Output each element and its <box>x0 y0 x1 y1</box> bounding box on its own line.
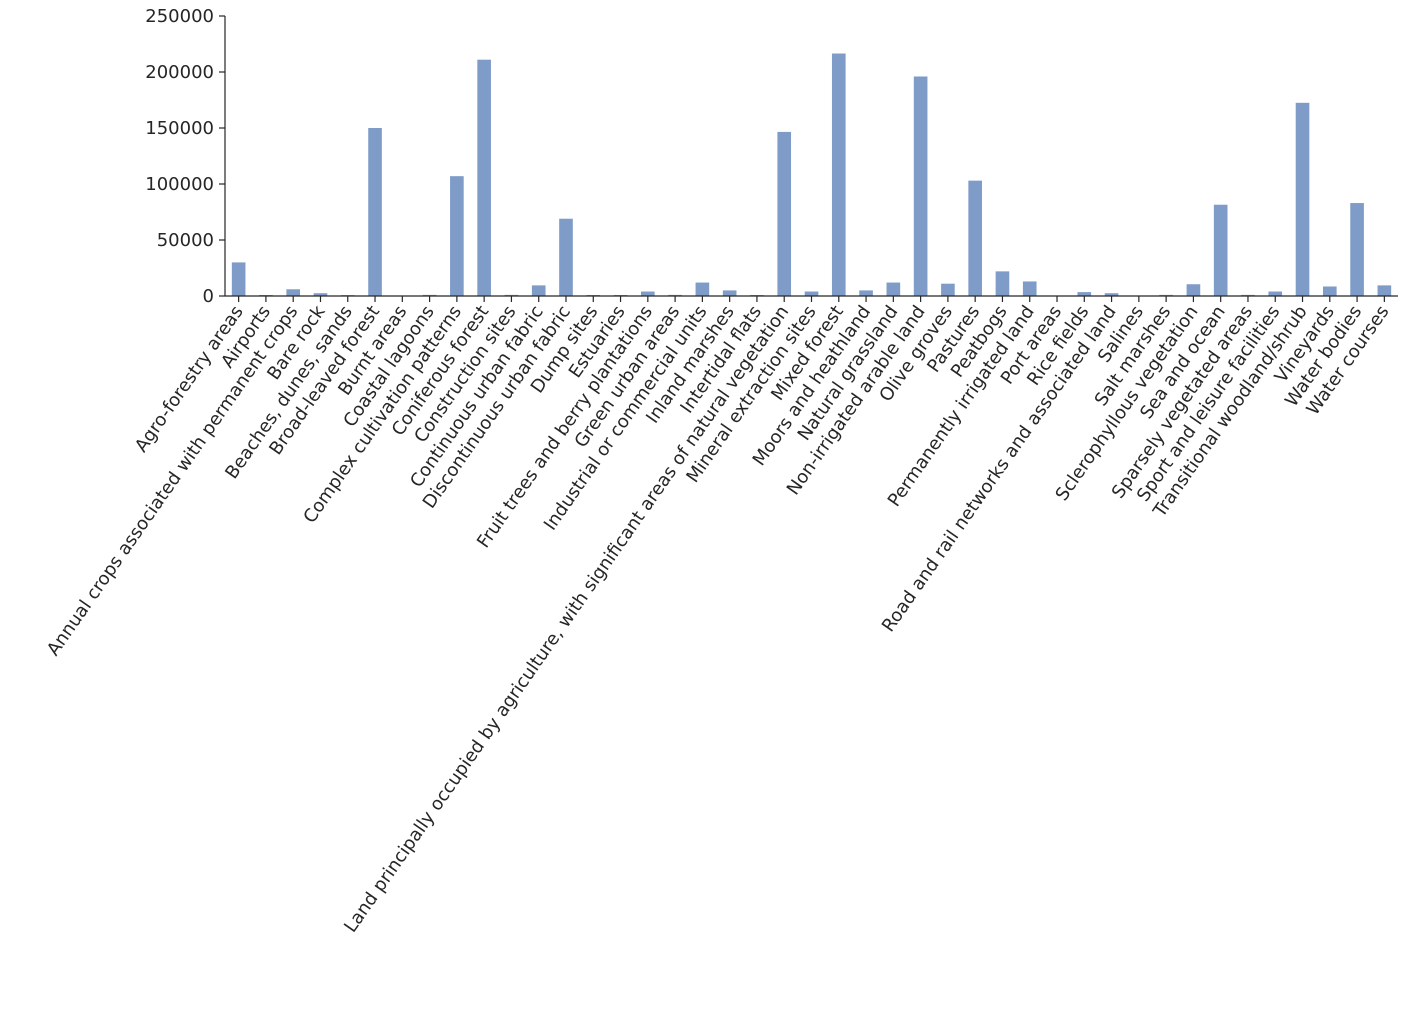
bar <box>1186 284 1201 296</box>
bar <box>1322 286 1337 296</box>
bar <box>804 291 819 296</box>
bar <box>695 282 710 296</box>
bars-group <box>231 53 1392 297</box>
bar <box>1268 291 1283 296</box>
y-tick-label: 50000 <box>157 230 214 251</box>
bar <box>777 131 792 296</box>
y-tick-label: 100000 <box>145 174 214 195</box>
bar <box>531 285 546 296</box>
bar <box>1104 293 1119 296</box>
bar <box>559 218 573 296</box>
bar <box>231 262 246 296</box>
bar <box>1350 203 1364 296</box>
x-tick-label: Annual crops associated with permanent c… <box>43 302 302 660</box>
bar <box>831 53 846 296</box>
bar <box>286 289 301 296</box>
bar <box>886 282 901 296</box>
bar <box>913 76 928 296</box>
bar <box>968 180 982 296</box>
x-tick-label: Land principally occupied by agriculture… <box>340 302 793 937</box>
bar <box>477 59 491 297</box>
bar <box>859 290 873 296</box>
y-tick-label: 200000 <box>145 62 214 83</box>
bar <box>722 290 737 296</box>
bar <box>313 293 328 296</box>
bar <box>1377 285 1392 296</box>
y-axis: 0 50000 100000 150000 200000 250000 <box>145 6 226 307</box>
bar <box>995 271 1010 296</box>
bar <box>1022 281 1037 296</box>
bar <box>641 291 655 296</box>
y-tick-label: 150000 <box>145 118 214 139</box>
y-tick-label: 0 <box>203 286 214 307</box>
bar <box>450 176 464 296</box>
bar <box>1295 102 1310 296</box>
y-tick-label: 250000 <box>145 6 214 27</box>
bar <box>1077 292 1092 296</box>
bar <box>941 283 955 296</box>
bar <box>1213 204 1228 296</box>
bar <box>368 128 382 296</box>
